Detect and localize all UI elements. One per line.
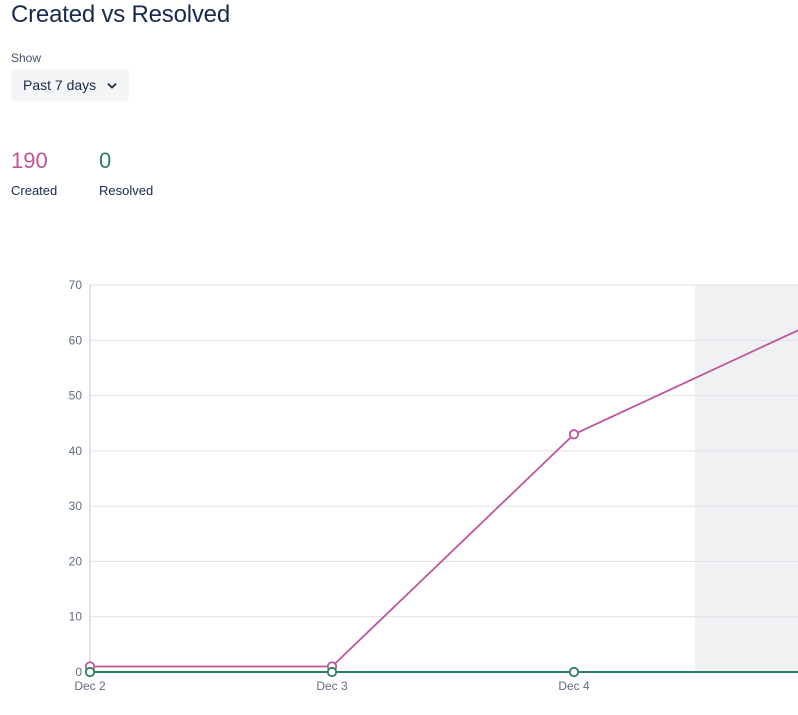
resolved-count: 0 [99,148,112,173]
y-tick-label: 70 [69,278,83,292]
resolved-label: Resolved [99,183,154,198]
created-data-point [568,429,580,440]
resolved-stat: 0 Resolved [99,147,153,198]
y-tick-label: 0 [75,665,82,679]
created-label: Created [11,183,58,198]
period-dropdown-value: Past 7 days [23,77,97,93]
created-vs-resolved-chart: 0 10 20 30 40 50 60 70 Dec 2 Dec 3 Dec 4 [69,278,798,693]
x-tick-label: Dec 3 [316,679,348,693]
y-tick-label: 30 [69,499,83,513]
y-tick-label: 50 [69,389,83,403]
created-count: 190 [11,148,48,173]
page-title: Created vs Resolved [11,1,230,28]
x-tick-label: Dec 2 [74,679,106,693]
resolved-data-point [326,666,338,678]
show-label: Show [11,51,42,65]
resolved-data-point [84,666,96,678]
created-stat: 190 Created [11,147,57,198]
y-tick-label: 10 [69,610,83,624]
y-tick-label: 60 [69,333,83,347]
y-tick-label: 40 [69,444,83,458]
created-series-line [90,329,798,668]
resolved-data-point [568,666,580,678]
period-dropdown[interactable]: Past 7 days [11,69,129,101]
y-tick-label: 20 [69,554,83,568]
x-tick-label: Dec 4 [558,679,590,693]
chevron-down-icon [106,79,118,91]
current-period-band [695,285,798,672]
